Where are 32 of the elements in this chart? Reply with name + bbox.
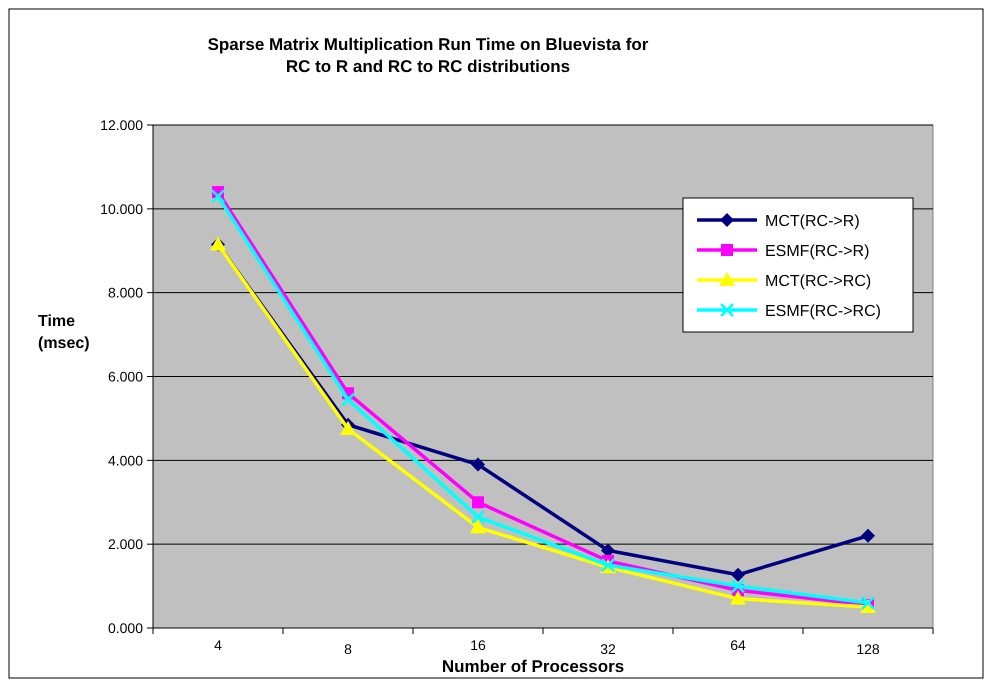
legend-label: MCT(RC->RC) <box>765 273 872 290</box>
x-tick-label: 128 <box>856 641 880 657</box>
point <box>472 496 484 508</box>
x-tick-label: 32 <box>600 641 616 657</box>
x-axis-title: Number of Processors <box>442 657 624 676</box>
x-tick-label: 64 <box>730 637 746 653</box>
y-axis-title: Time (msec) <box>38 313 90 352</box>
y-tick-label: 0.000 <box>108 620 144 636</box>
chart-title: Sparse Matrix Multiplication Run Time on Bluevista for RC to R and RC to RC distributions <box>208 35 649 76</box>
point <box>470 519 486 534</box>
point <box>470 510 486 524</box>
y-tick-label: 12.000 <box>100 117 144 133</box>
point <box>471 458 485 472</box>
x-tick-label: 4 <box>214 637 222 653</box>
point <box>860 596 876 610</box>
legend-label: ESMF(RC->RC) <box>765 303 881 320</box>
x-tick-label: 8 <box>344 641 352 657</box>
y-tick-label: 8.000 <box>108 284 144 301</box>
point <box>730 590 746 605</box>
point <box>861 528 875 543</box>
point <box>210 189 226 204</box>
y-tick-label: 10.000 <box>100 200 144 217</box>
point <box>730 578 746 594</box>
point <box>731 568 745 582</box>
legend-label: ESMF(RC->R) <box>765 243 870 260</box>
point <box>340 420 356 435</box>
legend-label: MCT(RC->R) <box>765 213 860 230</box>
y-tick-label: 6.000 <box>108 368 144 384</box>
y-tick-label: 4.000 <box>108 452 144 468</box>
y-tick-label: 2.000 <box>108 536 144 552</box>
point <box>340 392 356 407</box>
x-tick-label: 16 <box>470 637 486 653</box>
